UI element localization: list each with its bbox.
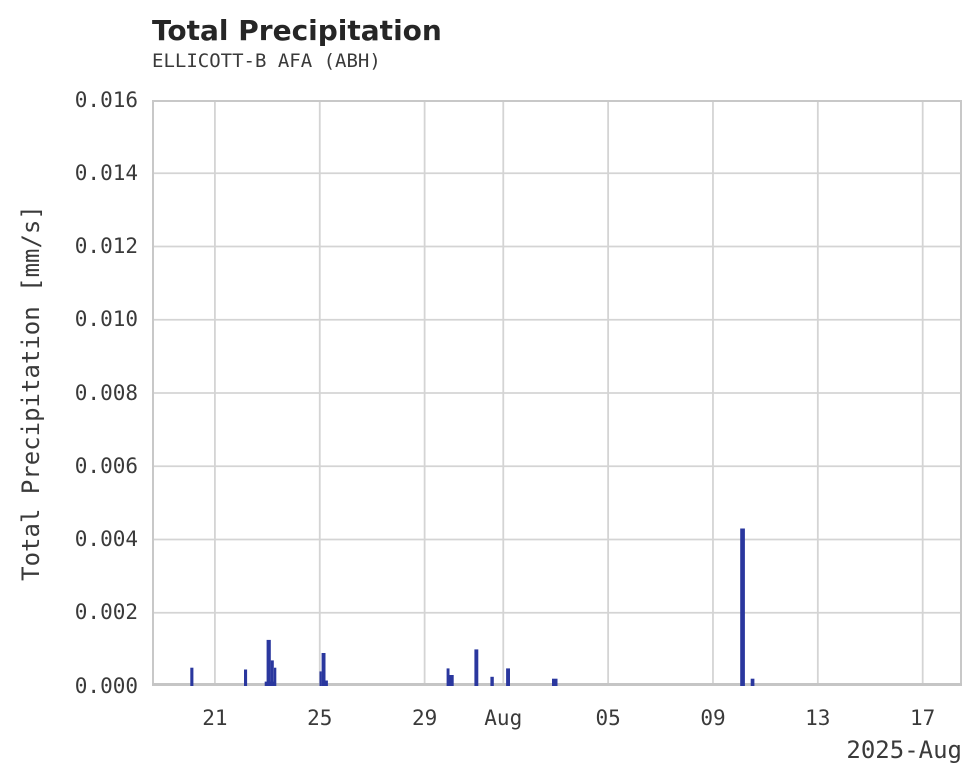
x-tick-label: Aug <box>484 706 523 730</box>
precipitation-bar <box>270 660 274 686</box>
precipitation-bar <box>273 667 277 686</box>
precipitation-bar <box>325 680 328 686</box>
precipitation-bar <box>449 675 454 686</box>
y-tick-label: 0.006 <box>74 453 138 478</box>
y-tick-label: 0.010 <box>74 307 138 332</box>
x-axis-label: 2025-Aug <box>846 736 962 764</box>
y-tick-label: 0.000 <box>74 673 138 698</box>
x-tick-label: 13 <box>805 706 831 730</box>
y-tick-label: 0.012 <box>74 234 138 258</box>
precipitation-bar <box>266 639 271 686</box>
precipitation-bar <box>740 528 745 686</box>
x-tick-label: 25 <box>307 706 333 730</box>
precipitation-bar <box>474 649 479 686</box>
x-tick-label: 09 <box>700 706 726 730</box>
y-tick-label: 0.002 <box>74 600 138 625</box>
y-tick-label: 0.004 <box>74 527 138 551</box>
y-tick-label: 0.016 <box>74 87 138 112</box>
precipitation-bar <box>446 668 450 686</box>
precipitation-bar <box>552 678 558 686</box>
y-axis-label: Total Precipitation [mm/s] <box>17 205 45 581</box>
x-tick-label: 21 <box>202 706 228 730</box>
precipitation-bar <box>506 668 510 686</box>
x-tick-label: 17 <box>910 706 936 730</box>
precipitation-bar <box>490 676 494 686</box>
plot-area-svg <box>152 100 962 686</box>
chart-title: Total Precipitation <box>152 14 442 47</box>
x-tick-label: 29 <box>411 706 438 730</box>
precipitation-bar <box>244 669 248 686</box>
y-tick-label: 0.008 <box>74 380 138 405</box>
precipitation-bar <box>190 667 194 686</box>
y-tick-label: 0.014 <box>74 160 138 185</box>
precipitation-bar <box>321 653 326 686</box>
x-tick-label: 05 <box>595 706 621 730</box>
precipitation-bar <box>319 671 322 686</box>
precipitation-bar <box>750 678 755 686</box>
chart-subtitle: ELLICOTT-B AFA (ABH) <box>152 50 381 72</box>
